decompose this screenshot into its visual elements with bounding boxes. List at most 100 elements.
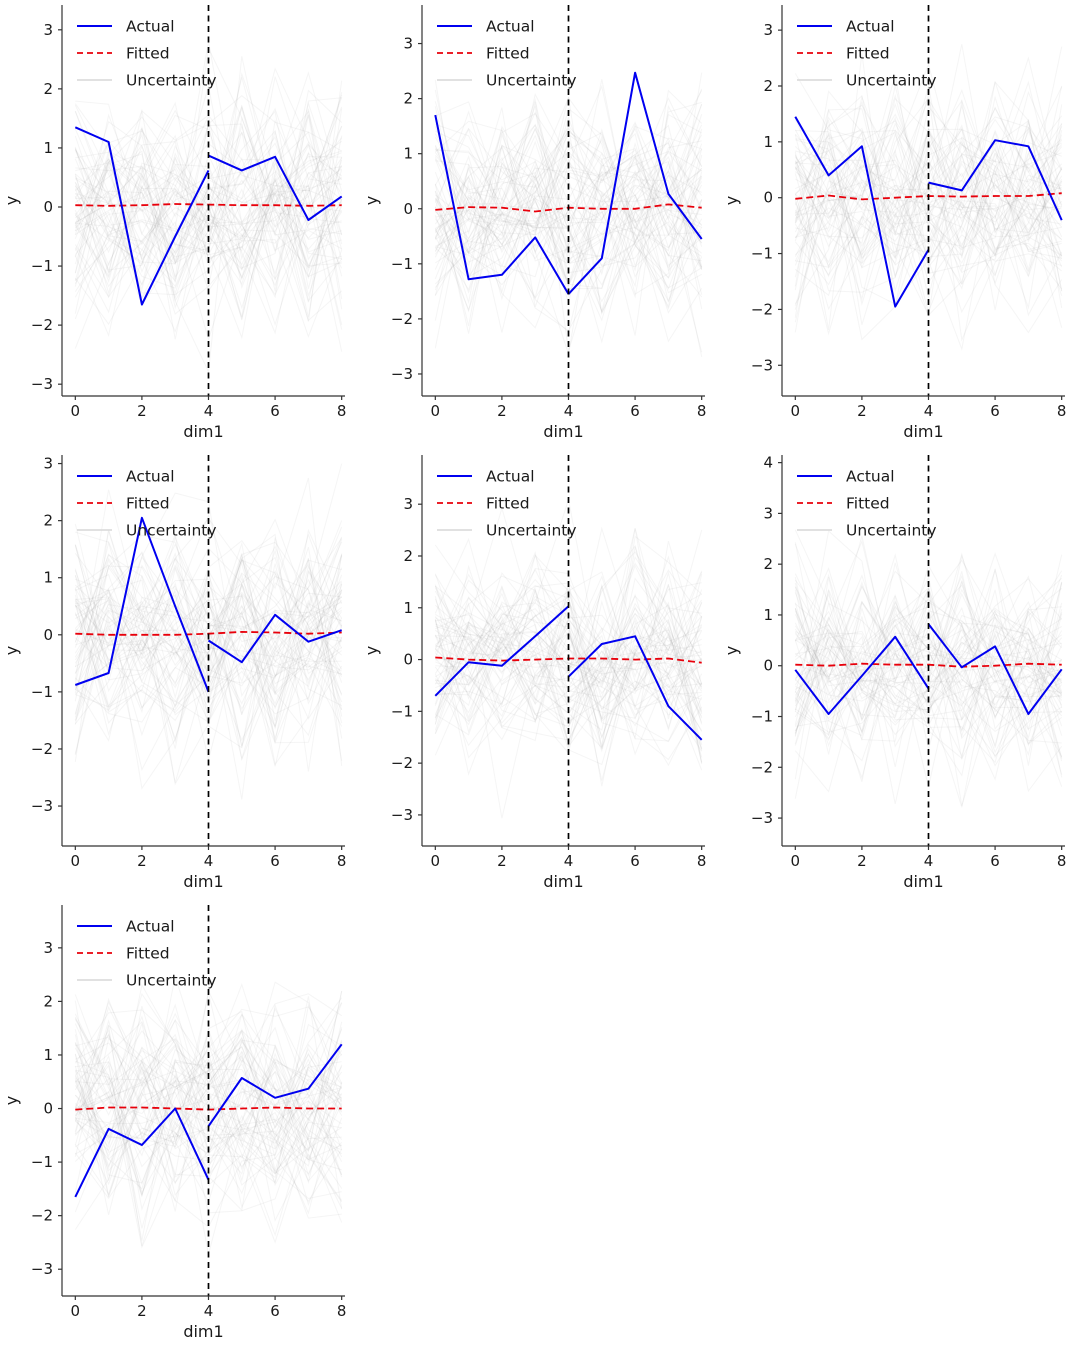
uncertainty-line xyxy=(74,162,343,283)
y-tick-label: 0 xyxy=(43,198,53,216)
x-axis-label: dim1 xyxy=(183,1322,223,1341)
uncertainty-lines xyxy=(434,499,703,819)
legend-label-uncertainty: Uncertainty xyxy=(126,522,217,540)
legend-label-uncertainty: Uncertainty xyxy=(126,72,217,90)
actual-line-forecast xyxy=(567,71,703,295)
uncertainty-line xyxy=(794,641,1062,746)
y-axis-label: y xyxy=(722,646,741,655)
legend-label-actual: Actual xyxy=(846,18,895,36)
y-tick-label: −1 xyxy=(751,708,773,726)
uncertainty-line xyxy=(74,1021,343,1175)
uncertainty-line xyxy=(434,506,703,748)
uncertainty-line xyxy=(74,114,342,225)
y-axis-label: y xyxy=(362,196,381,205)
uncertainty-line xyxy=(795,139,1063,262)
uncertainty-line xyxy=(434,120,703,279)
x-tick-label: 0 xyxy=(431,402,441,420)
y-tick-label: 0 xyxy=(403,200,413,218)
uncertainty-line xyxy=(75,1010,342,1212)
y-tick-label: −3 xyxy=(31,1260,53,1278)
uncertainty-line xyxy=(794,132,1062,277)
x-axis-label: dim1 xyxy=(903,422,943,441)
uncertainty-line xyxy=(794,542,1063,713)
uncertainty-line xyxy=(794,131,1063,268)
uncertainty-line xyxy=(435,528,703,728)
y-tick-label: 1 xyxy=(403,599,413,617)
x-tick-label: 0 xyxy=(71,402,81,420)
legend-label-actual: Actual xyxy=(126,918,175,936)
uncertainty-line xyxy=(74,110,343,289)
uncertainty-line xyxy=(74,151,343,302)
uncertainty-line xyxy=(75,558,343,717)
uncertainty-line xyxy=(794,161,1063,273)
legend: Actual Fitted Uncertainty xyxy=(77,468,217,540)
uncertainty-line xyxy=(795,574,1063,721)
uncertainty-line xyxy=(794,97,1062,311)
uncertainty-line xyxy=(74,1046,342,1142)
uncertainty-line xyxy=(75,1059,342,1155)
y-tick-label: 4 xyxy=(763,454,773,472)
x-tick-label: 0 xyxy=(791,402,801,420)
uncertainty-line xyxy=(75,997,343,1143)
subplot-1: 3 2 1 0 −1 −2 −3 0 2 4 6 8 dim1 y Actual Fitted Uncertai… xyxy=(0,0,360,450)
uncertainty-line xyxy=(74,1023,342,1198)
subplot-5-svg: 3 2 1 0 −1 −2 −3 0 2 4 6 8 dim1 y Actual Fitted Uncertai… xyxy=(362,455,707,891)
uncertainty-line xyxy=(795,101,1063,286)
uncertainty-line xyxy=(794,628,1063,805)
y-tick-label: −1 xyxy=(31,257,53,275)
uncertainty-line xyxy=(434,141,703,276)
uncertainty-line xyxy=(74,553,343,742)
uncertainty-line xyxy=(434,92,702,248)
x-tick-label: 8 xyxy=(337,1302,347,1320)
uncertainty-line xyxy=(434,579,703,732)
x-tick-label: 6 xyxy=(270,402,280,420)
uncertainty-line xyxy=(434,528,703,725)
uncertainty-line xyxy=(794,85,1063,290)
uncertainty-line xyxy=(435,529,703,715)
uncertainty-line xyxy=(74,992,343,1155)
y-axis-label: y xyxy=(2,1096,21,1105)
uncertainty-line xyxy=(74,1089,343,1203)
uncertainty-line xyxy=(794,136,1063,225)
uncertainty-line xyxy=(794,134,1063,317)
x-tick-label: 8 xyxy=(697,852,707,870)
x-axis-label: dim1 xyxy=(183,872,223,891)
y-tick-label: 0 xyxy=(763,189,773,207)
uncertainty-line xyxy=(794,535,1062,718)
uncertainty-line xyxy=(74,518,342,706)
uncertainty-line xyxy=(794,573,1062,764)
x-tick-label: 2 xyxy=(857,852,867,870)
uncertainty-line xyxy=(75,573,343,703)
empty-cell-9 xyxy=(720,900,1080,1350)
uncertainty-line xyxy=(75,1023,342,1151)
uncertainty-line xyxy=(794,633,1063,722)
uncertainty-line xyxy=(434,573,703,761)
uncertainty-line xyxy=(75,1087,343,1223)
uncertainty-line xyxy=(74,1059,343,1206)
uncertainty-line xyxy=(434,171,702,301)
empty-cell-8 xyxy=(360,900,720,1350)
uncertainty-line xyxy=(794,90,1063,236)
uncertainty-line xyxy=(794,95,1063,305)
uncertainty-line xyxy=(794,571,1063,730)
actual-line-forecast xyxy=(207,1043,343,1127)
uncertainty-line xyxy=(74,1037,343,1209)
y-axis-label: y xyxy=(2,196,21,205)
uncertainty-line xyxy=(75,558,342,655)
subplot-3-svg: 3 2 1 0 −1 −2 −3 0 2 4 6 8 dim1 y Actual Fitted Uncertai… xyxy=(722,5,1066,441)
actual-line-context xyxy=(434,605,570,697)
uncertainty-line xyxy=(434,127,703,344)
uncertainty-line xyxy=(434,537,703,688)
y-tick-label: 2 xyxy=(403,90,413,108)
uncertainty-line xyxy=(795,81,1063,259)
uncertainty-line xyxy=(434,124,703,329)
uncertainty-line xyxy=(435,79,702,300)
uncertainty-line xyxy=(795,585,1062,742)
y-tick-label: 3 xyxy=(43,21,53,39)
x-axis-label: dim1 xyxy=(543,872,583,891)
uncertainty-line xyxy=(794,598,1063,740)
x-tick-label: 6 xyxy=(990,402,1000,420)
y-tick-label: 1 xyxy=(43,1046,53,1064)
legend-label-actual: Actual xyxy=(126,468,175,486)
